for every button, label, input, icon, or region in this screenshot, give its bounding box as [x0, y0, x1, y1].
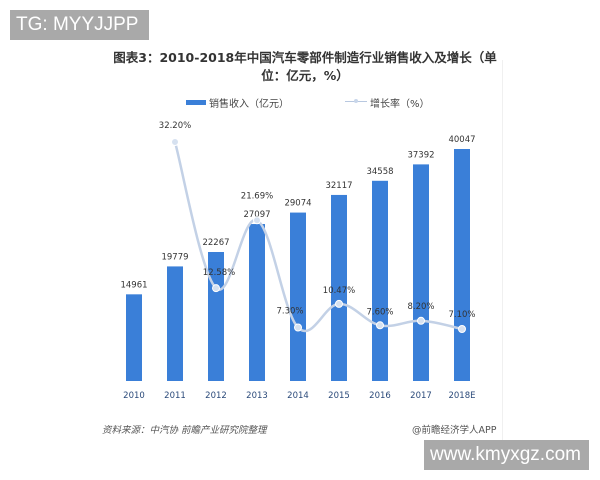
bar-2011 [167, 266, 183, 381]
legend-line-swatch-icon [345, 98, 367, 106]
bar-value-label: 40047 [448, 135, 475, 145]
growth-point-2016 [376, 321, 384, 330]
x-axis-tick-label: 2012 [205, 391, 227, 401]
legend-bar-label: 销售收入（亿元） [209, 98, 289, 110]
x-axis-tick-label: 2018E [448, 391, 475, 401]
growth-point-2017 [417, 316, 425, 325]
x-axis-tick-label: 2013 [246, 391, 268, 401]
chart-title-line2: 位：亿元，%） [261, 68, 349, 83]
bar-2017 [413, 164, 429, 381]
x-axis-tick-label: 2010 [123, 391, 145, 401]
growth-point-2018E [458, 325, 466, 333]
growth-point-2012 [212, 284, 220, 293]
legend-bar-swatch-icon [186, 99, 206, 105]
growth-value-label: 32.20% [159, 121, 191, 131]
growth-point-2011 [171, 138, 179, 146]
bar-2016 [372, 180, 388, 381]
bar-value-label: 29074 [284, 199, 311, 209]
legend-line-label: 增长率（%） [370, 98, 430, 110]
growth-value-label: 7.30% [276, 307, 303, 317]
growth-value-label: 10.47% [323, 286, 355, 296]
bar-value-label: 37392 [407, 150, 434, 160]
growth-value-label: 21.69% [241, 191, 273, 201]
bar-value-label: 19779 [161, 252, 188, 262]
bar-2013 [249, 224, 265, 381]
bar-2015 [331, 194, 347, 381]
x-axis-tick-label: 2016 [369, 391, 391, 401]
bar-value-label: 32117 [325, 181, 352, 191]
chart-legend: 销售收入（亿元） 增长率（%） [186, 95, 430, 110]
chart-title-line1: 图表3：2010-2018年中国汽车零部件制造行业销售收入及增长（单 [113, 50, 497, 65]
chart-title: 图表3：2010-2018年中国汽车零部件制造行业销售收入及增长（单 位：亿元，… [100, 49, 510, 85]
growth-value-label: 8.20% [407, 302, 434, 312]
x-axis-tick-label: 2011 [164, 391, 186, 401]
growth-value-label: 7.60% [366, 307, 393, 317]
x-axis-tick-label: 2015 [328, 391, 350, 401]
bar-2010 [126, 294, 142, 381]
growth-value-label: 7.10% [448, 310, 475, 320]
bar-2018E [454, 149, 470, 381]
x-axis-tick-label: 2017 [410, 391, 432, 401]
chart-frame-line [502, 60, 503, 445]
growth-point-2014 [294, 323, 302, 332]
growth-point-2015 [335, 299, 343, 308]
bar-value-label: 14961 [120, 280, 147, 290]
growth-point-2013 [253, 216, 261, 225]
credit-note: @前瞻经济学人APP [412, 425, 497, 436]
bar-value-label: 34558 [366, 167, 393, 177]
bar-value-label: 27097 [243, 210, 270, 220]
bar-2014 [290, 212, 306, 381]
watermark-tag-top: TG: MYYJJPP [10, 10, 149, 40]
source-note: 资料来源：中汽协 前瞻产业研究院整理 [102, 425, 267, 436]
bar-value-label: 22267 [202, 238, 229, 248]
growth-value-label: 12.58% [203, 268, 235, 278]
watermark-tag-bottom: www.kmyxgz.com [424, 440, 589, 470]
x-axis-tick-label: 2014 [287, 391, 309, 401]
